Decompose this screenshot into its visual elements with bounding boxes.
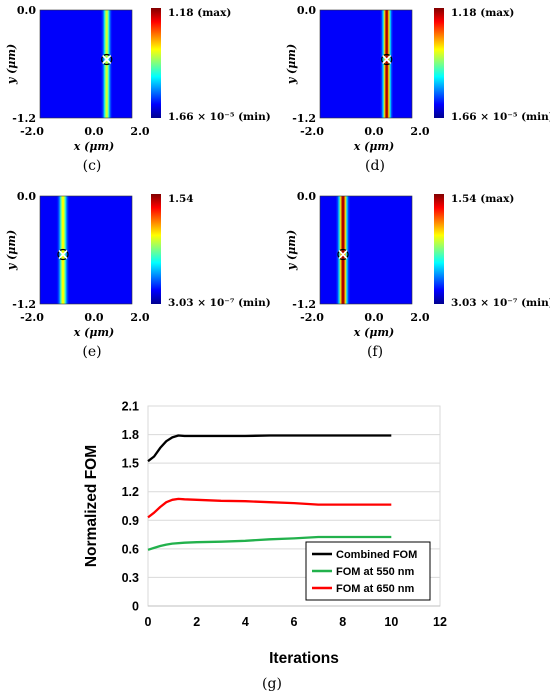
panel-d: 0.0 -1.2 y (μm) -2.0 0.0 2.0 x (μm) 1.18 (max) 1… xyxy=(285,4,550,174)
x-tick-label: -2.0 xyxy=(20,125,44,138)
legend-label: Combined FOM xyxy=(336,549,417,561)
colorbar-min-label: 3.03 × 10⁻⁷ (min) xyxy=(168,297,271,309)
colorbar-max-label: 1.18 (max) xyxy=(451,7,514,19)
field-background xyxy=(320,10,412,118)
panel-label: (c) xyxy=(83,158,102,174)
focus-marker-ring xyxy=(337,248,349,261)
panel-frame xyxy=(319,195,413,305)
y-tick-label: 0.0 xyxy=(17,190,36,203)
x-in-circle-icon xyxy=(58,249,68,260)
x-axis-label: x (μm) xyxy=(353,140,395,153)
y-axis-label: y (μm) xyxy=(285,44,298,85)
x-axis-label: x (μm) xyxy=(353,326,395,339)
x-tick-label: 0.0 xyxy=(364,311,383,324)
y-axis-label: y (μm) xyxy=(5,230,18,271)
y-tick-label: 0.3 xyxy=(122,571,139,585)
x-tick-label: 2.0 xyxy=(410,125,429,138)
y-tick-label: -1.2 xyxy=(12,298,36,311)
y-tick-label: 0.0 xyxy=(297,190,316,203)
x-tick-label: 4 xyxy=(242,615,249,629)
x-axis-title: Iterations xyxy=(269,650,339,667)
y-tick-label: 0.0 xyxy=(297,4,316,17)
field-background xyxy=(40,10,132,118)
y-tick-label: 0 xyxy=(132,600,139,614)
y-tick-label: 1.8 xyxy=(122,428,139,442)
y-tick-label: 2.1 xyxy=(122,400,139,414)
colorbar xyxy=(151,8,161,118)
series-line xyxy=(147,535,392,551)
colorbar-max-label: 1.18 (max) xyxy=(168,7,231,19)
y-axis-title: Normalized FOM xyxy=(83,445,100,567)
x-tick-label: 2.0 xyxy=(130,125,149,138)
field-background xyxy=(320,196,412,304)
panel-label: (d) xyxy=(365,158,385,174)
y-tick-label: -1.2 xyxy=(292,112,316,125)
y-tick-label: 1.2 xyxy=(122,485,139,499)
x-tick-label: 12 xyxy=(433,615,447,629)
x-tick-label: 2.0 xyxy=(410,311,429,324)
panel-label: (g) xyxy=(262,676,282,692)
focus-marker-ring xyxy=(57,248,69,261)
x-tick-label: 8 xyxy=(339,615,346,629)
fom-chart: 0 0.3 0.6 0.9 1.2 1.5 1.8 2.1 0 2 4 6 8 10 12 Iteration… xyxy=(83,400,447,693)
legend-label: FOM at 650 nm xyxy=(336,583,414,595)
x-tick-label: 0.0 xyxy=(84,311,103,324)
x-tick-label: -2.0 xyxy=(300,125,324,138)
y-tick-label: -1.2 xyxy=(292,298,316,311)
colorbar-min-label: 1.66 × 10⁻⁵ (min) xyxy=(168,111,271,123)
x-tick-label: 6 xyxy=(291,615,298,629)
panel-c: 0.0 -1.2 y (μm) -2.0 0.0 2.0 x (μm) 1.18 (max) 1… xyxy=(5,4,271,174)
x-tick-label: 2 xyxy=(193,615,200,629)
colorbar xyxy=(434,8,444,118)
panel-frame xyxy=(39,195,133,305)
y-axis-label: y (μm) xyxy=(5,44,18,85)
colorbar xyxy=(151,194,161,304)
field-panels: 0.0 -1.2 y (μm) -2.0 0.0 2.0 x (μm) 1.18 (max) 1… xyxy=(5,4,550,360)
panel-frame xyxy=(319,9,413,119)
colorbar-max-label: 1.54 xyxy=(168,193,194,205)
x-in-circle-icon xyxy=(382,54,392,65)
colorbar-max-label: 1.54 (max) xyxy=(451,193,514,205)
series-line xyxy=(147,497,392,519)
x-in-circle-icon xyxy=(102,54,112,65)
panel-e: 0.0 -1.2 y (μm) -2.0 0.0 2.0 x (μm) 1.54 3.03 × … xyxy=(5,190,271,360)
x-tick-label: 10 xyxy=(384,615,398,629)
y-tick-label: 0.0 xyxy=(17,4,36,17)
x-in-circle-icon xyxy=(338,249,348,260)
y-tick-label: 0.6 xyxy=(122,542,139,556)
x-axis-label: x (μm) xyxy=(73,326,115,339)
series-line xyxy=(147,434,392,463)
colorbar xyxy=(434,194,444,304)
focus-marker-ring xyxy=(101,53,113,66)
x-axis-label: x (μm) xyxy=(73,140,115,153)
y-axis-label: y (μm) xyxy=(285,230,298,271)
x-tick-label: 0.0 xyxy=(364,125,383,138)
panel-f: 0.0 -1.2 y (μm) -2.0 0.0 2.0 x (μm) 1.54 (max) 3… xyxy=(285,190,550,360)
panel-frame xyxy=(39,9,133,119)
y-tick-label: 1.5 xyxy=(122,457,139,471)
x-tick-label: 0.0 xyxy=(84,125,103,138)
x-tick-label: 0 xyxy=(145,615,152,629)
y-tick-label: -1.2 xyxy=(12,112,36,125)
legend-label: FOM at 550 nm xyxy=(336,566,414,578)
x-tick-label: -2.0 xyxy=(300,311,324,324)
panel-label: (f) xyxy=(367,344,383,360)
colorbar-min-label: 1.66 × 10⁻⁵ (min) xyxy=(451,111,550,123)
x-tick-label: -2.0 xyxy=(20,311,44,324)
field-background xyxy=(40,196,132,304)
x-tick-label: 2.0 xyxy=(130,311,149,324)
panel-label: (e) xyxy=(82,344,101,360)
focus-marker-ring xyxy=(381,53,393,66)
y-tick-label: 0.9 xyxy=(122,514,139,528)
colorbar-min-label: 3.03 × 10⁻⁷ (min) xyxy=(451,297,550,309)
